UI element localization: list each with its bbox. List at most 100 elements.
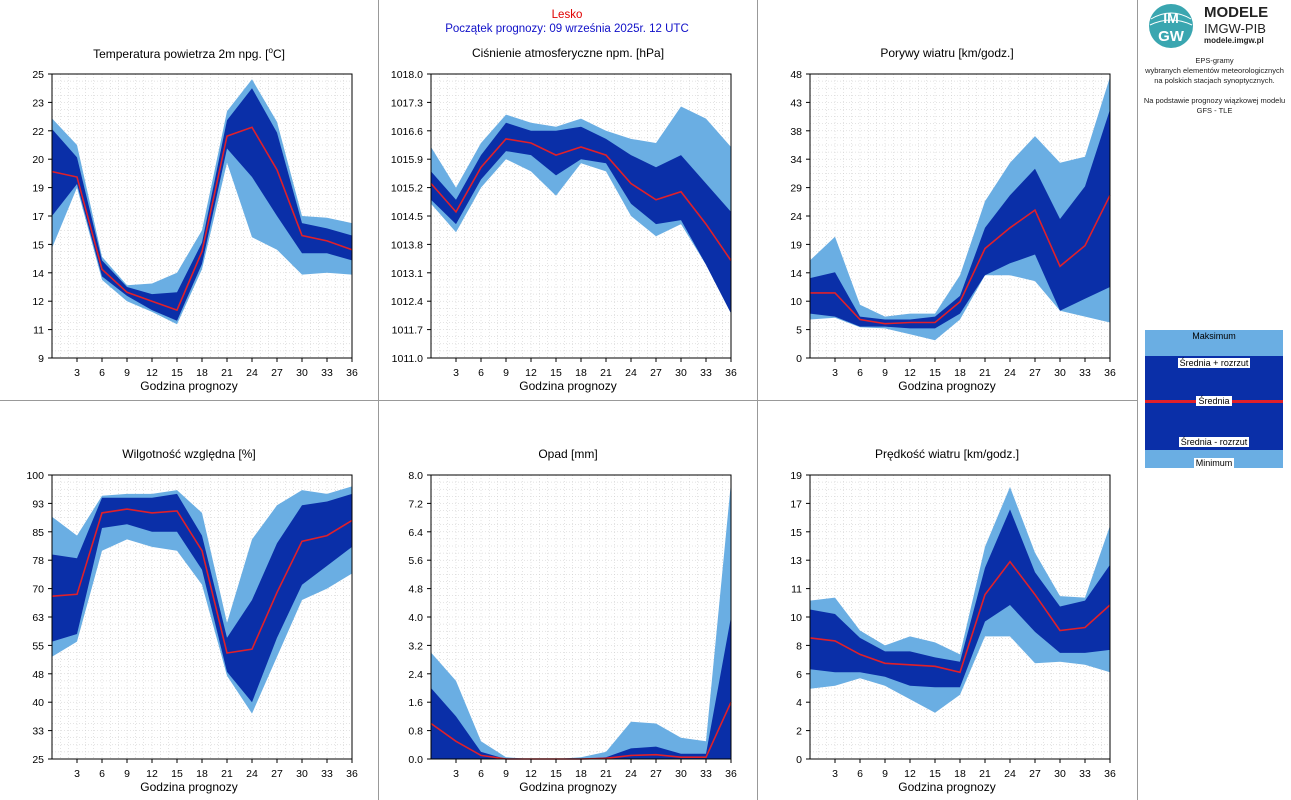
x-tick-label: 27 xyxy=(1029,367,1041,379)
y-tick-label: 8.0 xyxy=(408,470,423,482)
chart-title: Porywy wiatru [km/godz.] xyxy=(880,46,1014,60)
y-tick-label: 1014.5 xyxy=(391,211,423,223)
x-tick-label: 30 xyxy=(675,367,687,379)
y-tick-label: 70 xyxy=(32,584,44,596)
y-tick-label: 78 xyxy=(32,555,44,567)
y-tick-label: 19 xyxy=(790,470,802,482)
x-tick-label: 9 xyxy=(124,768,130,780)
x-tick-label: 15 xyxy=(929,768,941,780)
x-tick-label: 18 xyxy=(196,768,208,780)
x-tick-label: 18 xyxy=(954,367,966,379)
chart-title: Ciśnienie atmosferyczne npm. [hPa] xyxy=(471,46,665,60)
chart-panel-temperature: Temperatura powietrza 2m npg. [oC] 9 11 12… xyxy=(0,0,378,398)
x-tick-label: 15 xyxy=(171,367,183,379)
chart-panel-precipitation: Opad [mm] 0.0 0.8 1.6 2.4 3.2 4.0 4.8 5.6 6.4 7.2… xyxy=(379,401,757,799)
inner-band xyxy=(431,122,731,314)
x-tick-label: 30 xyxy=(296,367,308,379)
y-tick-label: 48 xyxy=(32,669,44,681)
x-tick-label: 12 xyxy=(525,367,537,379)
y-tick-label: 1017.3 xyxy=(391,97,423,109)
y-tick-label: 6.4 xyxy=(408,527,423,539)
x-tick-label: 24 xyxy=(246,367,258,379)
x-tick-label: 30 xyxy=(1054,367,1066,379)
y-tick-label: 20 xyxy=(32,154,44,166)
x-tick-label: 9 xyxy=(882,367,888,379)
y-tick-label: 2 xyxy=(796,726,802,738)
x-tick-label: 27 xyxy=(271,367,283,379)
y-tick-label: 34 xyxy=(790,154,802,166)
legend-mean-plus-label: Średnia + rozrzut xyxy=(1177,358,1251,368)
y-tick-label: 1011.7 xyxy=(392,325,423,337)
x-tick-label: 3 xyxy=(832,768,838,780)
inner-band xyxy=(52,493,352,703)
y-tick-label: 48 xyxy=(790,69,802,81)
y-tick-label: 23 xyxy=(32,97,44,109)
y-tick-label: 33 xyxy=(32,726,44,738)
mean-line xyxy=(51,126,353,312)
x-axis-label: Godzina prognozy xyxy=(140,780,238,794)
x-tick-label: 18 xyxy=(954,768,966,780)
x-tick-label: 24 xyxy=(625,768,637,780)
chart-panel-wind-speed: Prędkość wiatru [km/godz.] 0 2 4 6 8 10 11 13 15… xyxy=(758,401,1136,799)
logo-badge-bottom: GW xyxy=(1158,28,1185,45)
sidebar: IM GW MODELE IMGW-PIB modele.imgw.pl EPS… xyxy=(1138,0,1291,800)
logo-badge-top: IM xyxy=(1163,10,1179,26)
y-tick-label: 8 xyxy=(796,640,802,652)
y-tick-label: 93 xyxy=(32,498,44,510)
grid xyxy=(430,474,732,760)
y-tick-label: 4 xyxy=(796,697,802,709)
x-tick-label: 18 xyxy=(575,768,587,780)
logo-text: MODELE IMGW-PIB modele.imgw.pl xyxy=(1204,4,1269,46)
y-tick-label: 5.6 xyxy=(408,555,423,567)
inner-band xyxy=(810,509,1110,688)
y-tick-label: 0 xyxy=(796,353,802,365)
y-tick-label: 14 xyxy=(790,268,802,280)
x-tick-label: 15 xyxy=(171,768,183,780)
y-tick-label: 14 xyxy=(32,268,44,280)
x-axis-label: Godzina prognozy xyxy=(519,379,617,393)
chart-panel-humidity: Wilgotność względna [%] 25 33 40 48 55 63 70 78… xyxy=(0,401,378,799)
legend-mean-minus-label: Średnia - rozrzut xyxy=(1178,437,1250,447)
x-tick-label: 21 xyxy=(979,367,991,379)
x-tick-label: 6 xyxy=(99,768,105,780)
x-tick-label: 36 xyxy=(1104,367,1116,379)
precipitation-chart: 0.00.81.62.43.24.04.85.66.47.28.03 6 9 12 15… xyxy=(408,470,737,780)
x-tick-label: 12 xyxy=(146,367,158,379)
y-tick-label: 1015.2 xyxy=(391,183,423,195)
x-tick-label: 33 xyxy=(1079,367,1091,379)
mean-line xyxy=(809,560,1111,674)
y-tick-label: 12 xyxy=(32,296,44,308)
chart-panel-pressure: Ciśnienie atmosferyczne npm. [hPa] 1011.… xyxy=(379,0,757,398)
y-tick-label: 5 xyxy=(796,325,802,337)
x-tick-label: 33 xyxy=(1079,768,1091,780)
x-tick-label: 36 xyxy=(346,367,358,379)
y-tick-label: 55 xyxy=(32,640,44,652)
y-tick-label: 1.6 xyxy=(408,697,423,709)
chart-title: Temperatura powietrza 2m npg. [oC] xyxy=(93,46,285,61)
y-tick-label: 1015.9 xyxy=(391,154,423,166)
x-tick-label: 18 xyxy=(575,367,587,379)
y-tick-label: 100 xyxy=(26,470,44,482)
x-axis-label: Godzina prognozy xyxy=(898,780,996,794)
x-tick-label: 33 xyxy=(321,367,333,379)
mean-line xyxy=(810,194,1111,325)
chart-title: Opad [mm] xyxy=(538,447,598,461)
x-tick-label: 9 xyxy=(882,768,888,780)
legend-min-label: Minimum xyxy=(1193,458,1235,468)
x-tick-label: 21 xyxy=(600,768,612,780)
x-tick-label: 30 xyxy=(1054,768,1066,780)
y-tick-label: 10 xyxy=(790,296,802,308)
forecast-header: Lesko Początek prognozy: 09 września 202… xyxy=(378,8,756,36)
outer-band xyxy=(431,106,731,314)
y-tick-label: 1016.6 xyxy=(391,126,423,138)
y-tick-label: 19 xyxy=(790,239,802,251)
y-tick-label: 10 xyxy=(790,612,802,624)
x-tick-label: 27 xyxy=(650,768,662,780)
x-tick-label: 21 xyxy=(979,768,991,780)
y-tick-label: 38 xyxy=(790,126,802,138)
x-tick-label: 24 xyxy=(246,768,258,780)
x-tick-label: 12 xyxy=(904,367,916,379)
y-tick-label: 7.2 xyxy=(408,498,423,510)
x-tick-label: 15 xyxy=(929,367,941,379)
